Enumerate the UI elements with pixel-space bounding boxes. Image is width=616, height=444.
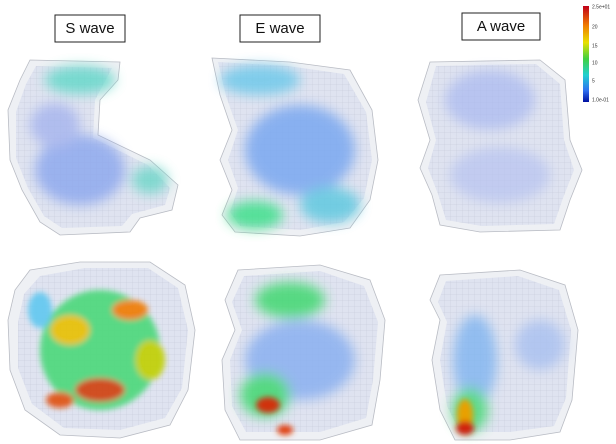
- panel-label: E wave: [255, 20, 304, 37]
- colorbar-ticks: 2.5e+01 20 15 10 5 1.0e-01: [592, 4, 610, 103]
- figure: S wave E wave A wave 2.5e+01 20 15 10 5 …: [0, 0, 616, 444]
- colorbar-tick: 20: [592, 24, 598, 30]
- panel-label: S wave: [65, 20, 114, 37]
- volume-render: [418, 60, 582, 232]
- label-box: A wave: [462, 13, 540, 40]
- volume-render: [8, 60, 178, 235]
- colorbar-tick: 2.5e+01: [592, 4, 610, 10]
- volume-render: [430, 270, 578, 440]
- panel-label: A wave: [477, 18, 525, 35]
- page: S wave E wave A wave 2.5e+01 20 15 10 5 …: [0, 0, 616, 444]
- volume-render: [8, 262, 195, 438]
- label-box: E wave: [240, 15, 320, 42]
- colorbar-tick: 15: [592, 43, 598, 49]
- volume-render: [212, 58, 378, 236]
- volume-render: [222, 265, 385, 440]
- colorbar-tick: 10: [592, 60, 598, 66]
- label-box: S wave: [55, 15, 125, 42]
- colorbar-tick: 1.0e-01: [592, 97, 609, 103]
- colorbar-tick: 5: [592, 78, 595, 84]
- colorbar: [583, 6, 589, 102]
